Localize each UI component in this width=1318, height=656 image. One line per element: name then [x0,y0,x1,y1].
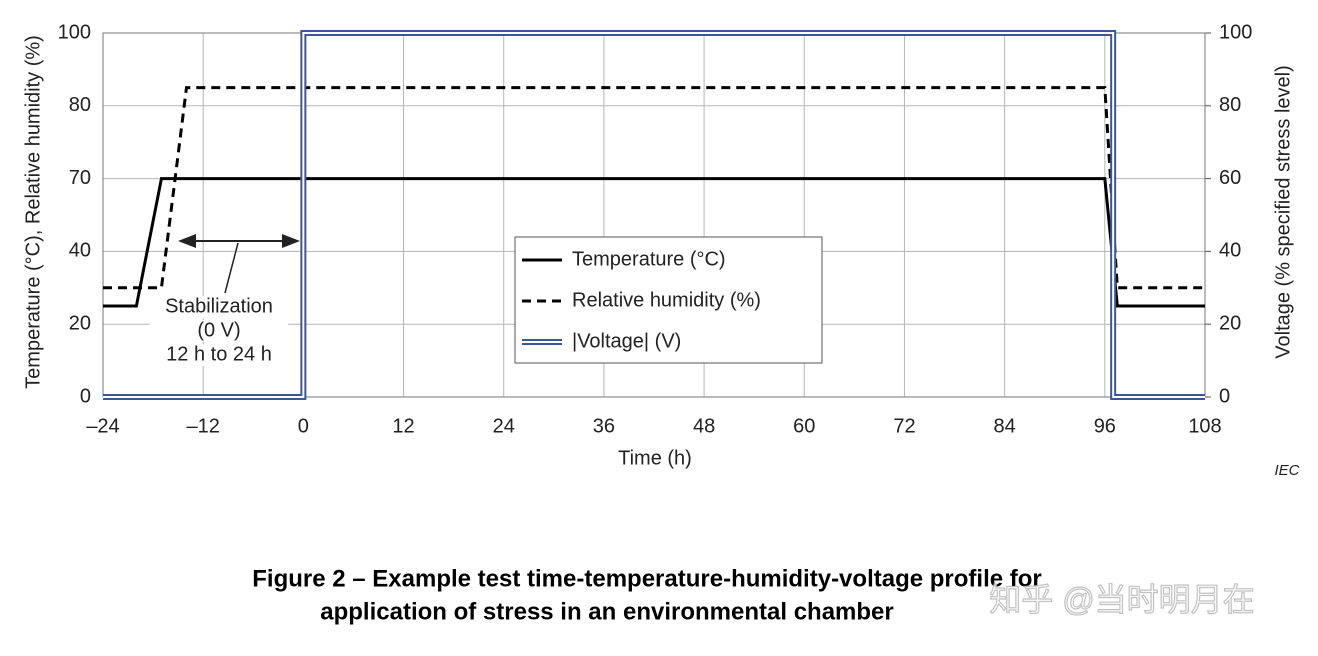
legend-label: Relative humidity (%) [572,289,761,311]
series-line [103,177,1205,308]
x-tick-label: 24 [493,415,515,437]
x-tick-label: 84 [994,415,1016,437]
annotation-bg [150,344,288,366]
y2-tick-label: 100 [1219,21,1252,43]
y-tick-label: 70 [69,167,91,189]
y2-tick-label: 80 [1219,94,1241,116]
y-tick-label: 0 [80,385,91,407]
caption: application of stress in an environmenta… [320,598,893,625]
x-tick-label: –12 [186,415,219,437]
legend-label: Temperature (°C) [572,248,726,270]
arrowhead [178,234,196,248]
line-inner [103,32,1205,398]
annotation: 12 h to 24 h [166,343,272,365]
y2-tick-label: 0 [1219,385,1230,407]
source: IEC [1274,462,1299,479]
y2-tick-label: 40 [1219,240,1241,262]
annotation: (0 V) [197,319,240,341]
annotation-leader [224,242,239,294]
x-tick-label: 96 [1094,415,1116,437]
x-tick-label: 60 [793,415,815,437]
watermark: 知乎 @当时明月在 [989,581,1254,617]
y-tick-label: 40 [69,240,91,262]
y-tick-label: 80 [69,94,91,116]
x-tick-label: 36 [593,415,615,437]
arrowhead [282,234,300,248]
x-tick-label: –24 [86,415,119,437]
x-tick-label: 0 [298,415,309,437]
x-tick-label: 12 [392,415,414,437]
legend-label: |Voltage| (V) [572,330,681,352]
x-axis-title: Time (h) [618,447,692,469]
y-tick-label: 20 [69,312,91,334]
annotation-bg [150,320,288,342]
caption: Figure 2 – Example test time-temperature… [252,565,1042,592]
x-tick-label: 48 [693,415,715,437]
y2-tick-label: 60 [1219,167,1241,189]
y2-tick-label: 20 [1219,312,1241,334]
annotation: Stabilization [165,295,273,317]
annotation-bg [150,296,288,318]
y-axis-title: Temperature (°C), Relative humidity (%) [22,35,44,389]
y2-axis-title: Voltage (% specified stress level) [1272,65,1294,358]
y-tick-label: 100 [58,21,91,43]
legend-box [514,236,823,364]
x-tick-label: 72 [893,415,915,437]
x-tick-label: 108 [1188,415,1221,437]
series-line [103,86,1205,290]
